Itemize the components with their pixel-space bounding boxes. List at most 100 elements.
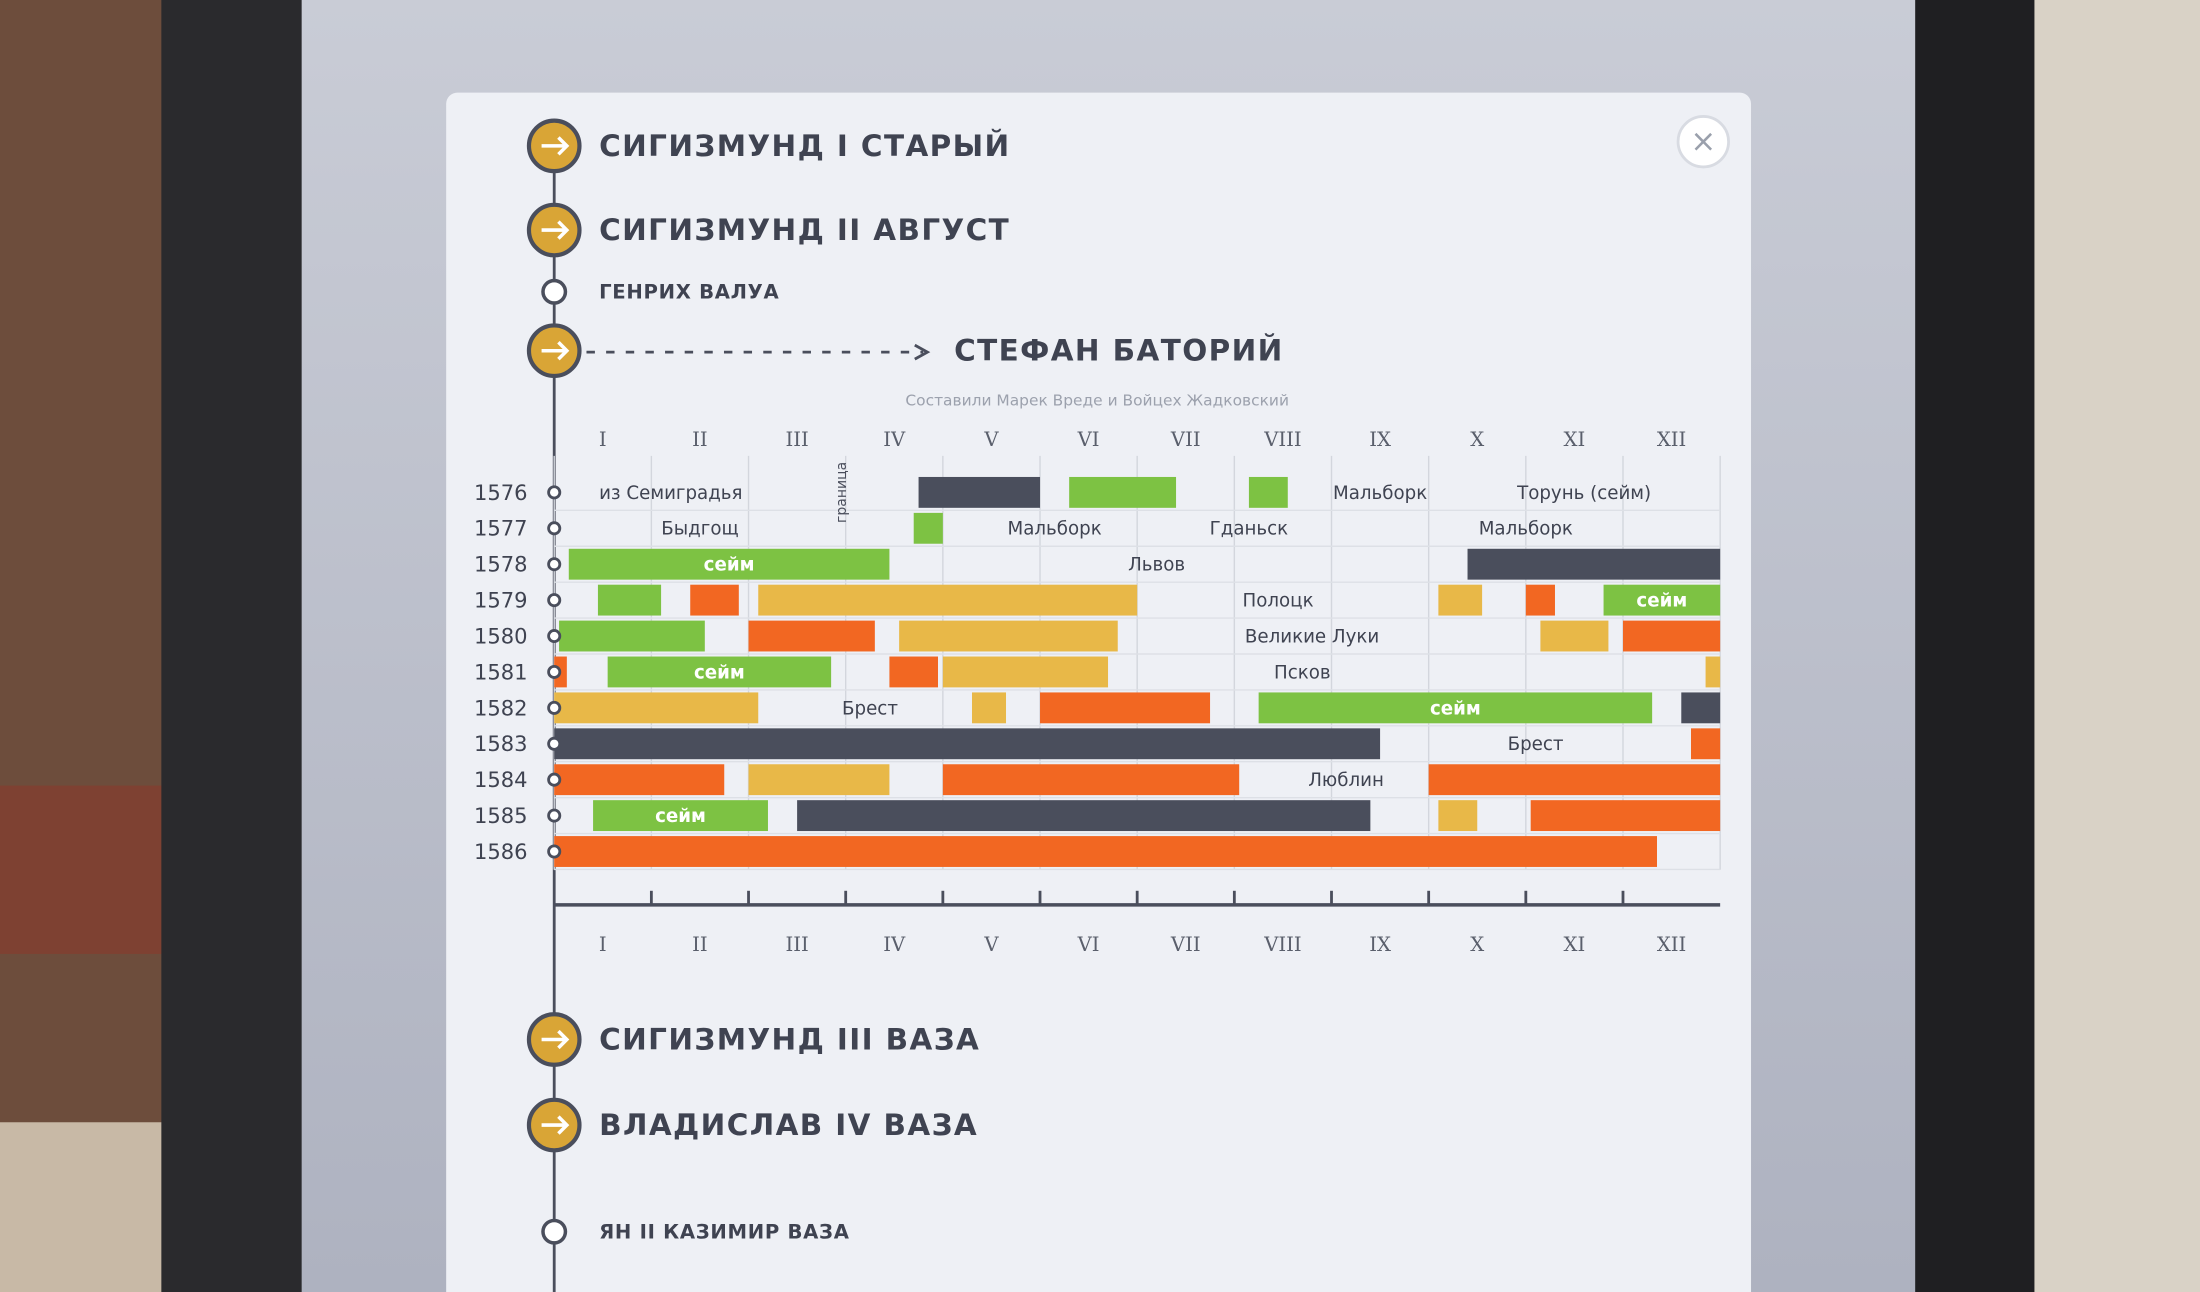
close-circle[interactable] [1676, 115, 1730, 169]
month-label-top: VIII [1263, 428, 1301, 451]
connector-arrow [914, 343, 931, 361]
wall-right [2034, 0, 2200, 1292]
timeline-bar [554, 836, 1657, 867]
timeline-bar [1438, 584, 1483, 616]
month-label-bottom: III [785, 933, 808, 956]
month-label-bottom: IV [883, 933, 906, 956]
year-node [547, 700, 562, 715]
place-label: Торунь (сейм) [1516, 483, 1651, 504]
year-node [547, 664, 562, 679]
month-label-top: IX [1369, 428, 1391, 451]
year-label: 1576 [474, 480, 528, 505]
year-node [547, 521, 562, 536]
ruler-list: СИГИЗМУНД I СТАРЫЙ СИГИЗМУНД II АВГУСТ ГЕН… [526, 118, 1284, 1245]
year-node [547, 485, 562, 500]
month-label-bottom: I [599, 933, 607, 956]
place-label: Брест [842, 698, 898, 719]
month-label-bottom: X [1470, 933, 1484, 956]
place-label: Псков [1274, 662, 1331, 683]
timeline-bar [1040, 692, 1211, 724]
timeline-bar [1069, 476, 1177, 508]
year-node [547, 557, 562, 572]
month-label-bottom: II [692, 933, 708, 956]
ruler-name[interactable]: СТЕФАН БАТОРИЙ [954, 333, 1284, 368]
timeline-bar [758, 584, 1138, 616]
arrow-icon[interactable] [541, 341, 570, 361]
month-label-bottom: VIII [1263, 933, 1301, 956]
month-label-top: V [983, 428, 999, 451]
place-label: Брест [1508, 734, 1564, 755]
ruler-name[interactable]: ЯН II КАЗИМИР ВАЗА [599, 1221, 850, 1244]
timeline-bar [1525, 584, 1555, 616]
timeline-bar [690, 584, 739, 616]
year-label: 1582 [474, 695, 528, 720]
place-label: Полоцк [1243, 591, 1314, 612]
bar-label: сейм [1430, 698, 1481, 719]
bar-label: сейм [704, 555, 755, 576]
year-label: 1583 [474, 731, 528, 756]
timeline-bar [918, 476, 1041, 508]
ruler-name[interactable]: ВЛАДИСЛАВ IV ВАЗА [599, 1108, 978, 1142]
year-node [547, 593, 562, 608]
ruler-name[interactable]: СИГИЗМУНД I СТАРЫЙ [599, 128, 1011, 163]
close-icon[interactable]: × [1690, 124, 1716, 160]
arrow-icon[interactable] [541, 220, 570, 240]
month-label-top: XI [1564, 428, 1586, 451]
timeline-bar [1540, 620, 1609, 652]
timeline-bar [1603, 584, 1721, 616]
ruler-item[interactable]: СИГИЗМУНД I СТАРЫЙ [526, 118, 1011, 174]
month-label-bottom: V [983, 933, 999, 956]
place-label: Великие Луки [1245, 626, 1379, 647]
ruler-name[interactable]: СИГИЗМУНД II АВГУСТ [599, 213, 1010, 247]
year-node [547, 772, 562, 787]
ruler-item[interactable]: ВЛАДИСЛАВ IV ВАЗА [526, 1097, 978, 1153]
ruler-item[interactable]: СИГИЗМУНД II АВГУСТ [526, 202, 1010, 258]
timeline-bar [1691, 728, 1721, 760]
month-label-top: III [785, 428, 808, 451]
chart: IIIIIIIIIIIIIVIVVVVIVIVIIVIIVIIIVIIIIXIX… [474, 428, 1721, 956]
year-label: 1584 [474, 767, 528, 792]
timeline-bar [913, 512, 943, 544]
modal-card [446, 92, 1752, 1292]
year-label: 1577 [474, 516, 528, 541]
month-label-bottom: XII [1657, 933, 1686, 956]
month-label-bottom: IX [1369, 933, 1391, 956]
ruler-item[interactable]: ГЕНРИХ ВАЛУА [541, 278, 780, 305]
place-label: из Семиградья [599, 483, 742, 504]
close-button[interactable]: × [1676, 115, 1730, 169]
month-label-top: VII [1170, 428, 1201, 451]
ruler-node[interactable] [541, 278, 568, 305]
year-node [547, 736, 562, 751]
arrow-icon[interactable] [541, 136, 570, 156]
timeline-bar [1622, 620, 1721, 652]
arrow-icon[interactable] [541, 1029, 570, 1050]
timeline-bar [1248, 476, 1288, 508]
month-label-top: IV [883, 428, 906, 451]
ruler-name[interactable]: СИГИЗМУНД III ВАЗА [599, 1022, 980, 1056]
arrow-icon[interactable] [541, 1115, 570, 1135]
place-label: граница [834, 462, 850, 523]
timeline-bar [942, 656, 1109, 688]
timeline-bar [748, 620, 875, 652]
timeline-bar [597, 584, 662, 616]
ruler-node[interactable] [541, 1218, 568, 1245]
timeline-bar [1530, 800, 1721, 832]
ruler-item[interactable]: СТЕФАН БАТОРИЙ [526, 323, 1284, 379]
timeline-bar [607, 656, 832, 688]
bar-label: сейм [694, 662, 745, 683]
timeline-bar [1258, 692, 1653, 724]
timeline-bar [554, 728, 1381, 760]
ruler-item[interactable]: СИГИЗМУНД III ВАЗА [526, 1012, 980, 1067]
month-label-top: VI [1077, 428, 1100, 451]
ruler-item[interactable]: ЯН II КАЗИМИР ВАЗА [541, 1218, 850, 1245]
ruler-name[interactable]: ГЕНРИХ ВАЛУА [599, 281, 779, 304]
timeline-bar [899, 620, 1118, 652]
timeline-bar [942, 764, 1240, 796]
timeline-bar [1705, 656, 1721, 688]
timeline-bar [554, 764, 725, 796]
year-label: 1581 [474, 659, 528, 684]
year-label: 1585 [474, 803, 528, 828]
place-label: Мальборк [1007, 519, 1101, 540]
timeline-bar [972, 692, 1007, 724]
floor [0, 1122, 169, 1292]
